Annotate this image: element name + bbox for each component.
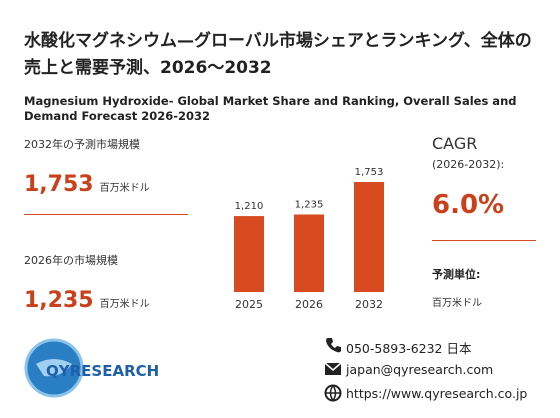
value-label: 1,753 [355,167,384,178]
bar [294,214,324,292]
unit-label: 予測単位: [432,268,481,281]
bar [354,182,384,292]
stat-label: 2026年の市場規模 [24,254,118,267]
logo-land [36,359,72,377]
stat-label: 2032年の予測市場規模 [24,138,140,151]
phone-icon [326,338,341,353]
web-icon [324,384,342,402]
phone: 050-5893-6232 日本 [346,341,472,356]
website: https://www.qyresearch.co.jp [346,386,528,401]
stat-unit: 百万米ドル [99,299,150,310]
x-tick-label: 2032 [355,298,383,311]
x-tick-label: 2026 [295,298,323,311]
cagr-period: (2026-2032): [432,158,505,171]
subtitle: Magnesium Hydroxide- Global Market Share… [24,94,517,123]
unit: 百万米ドル [432,298,482,309]
divider [432,240,536,241]
divider [24,214,188,215]
logo: QYRESEARCH [24,338,159,398]
stat-value: 1,235 [24,288,94,313]
cagr-value: 6.0% [432,190,505,220]
title: 水酸化マグネシウム—グローバル市場シェアとランキング、全体の売上と需要予測、20… [24,31,532,78]
x-tick-label: 2025 [235,298,263,311]
stat: 1,235 百万米ドル [24,288,150,313]
logo-ring [24,338,84,398]
stat: 1,753 百万米ドル [24,172,150,197]
cagr-label: CAGR [432,134,478,153]
bar [234,216,264,292]
value-label: 1,210 [235,201,264,212]
bar-chart: 1,210 2025 1,235 2026 1,753 2032 [234,167,384,311]
mail-icon [324,362,342,375]
email: japan@qyresearch.com [346,362,494,377]
stat-unit: 百万米ドル [99,183,150,194]
value-label: 1,235 [295,200,324,211]
logo-text: QYRESEARCH [46,362,159,380]
stat-value: 1,753 [24,172,94,197]
